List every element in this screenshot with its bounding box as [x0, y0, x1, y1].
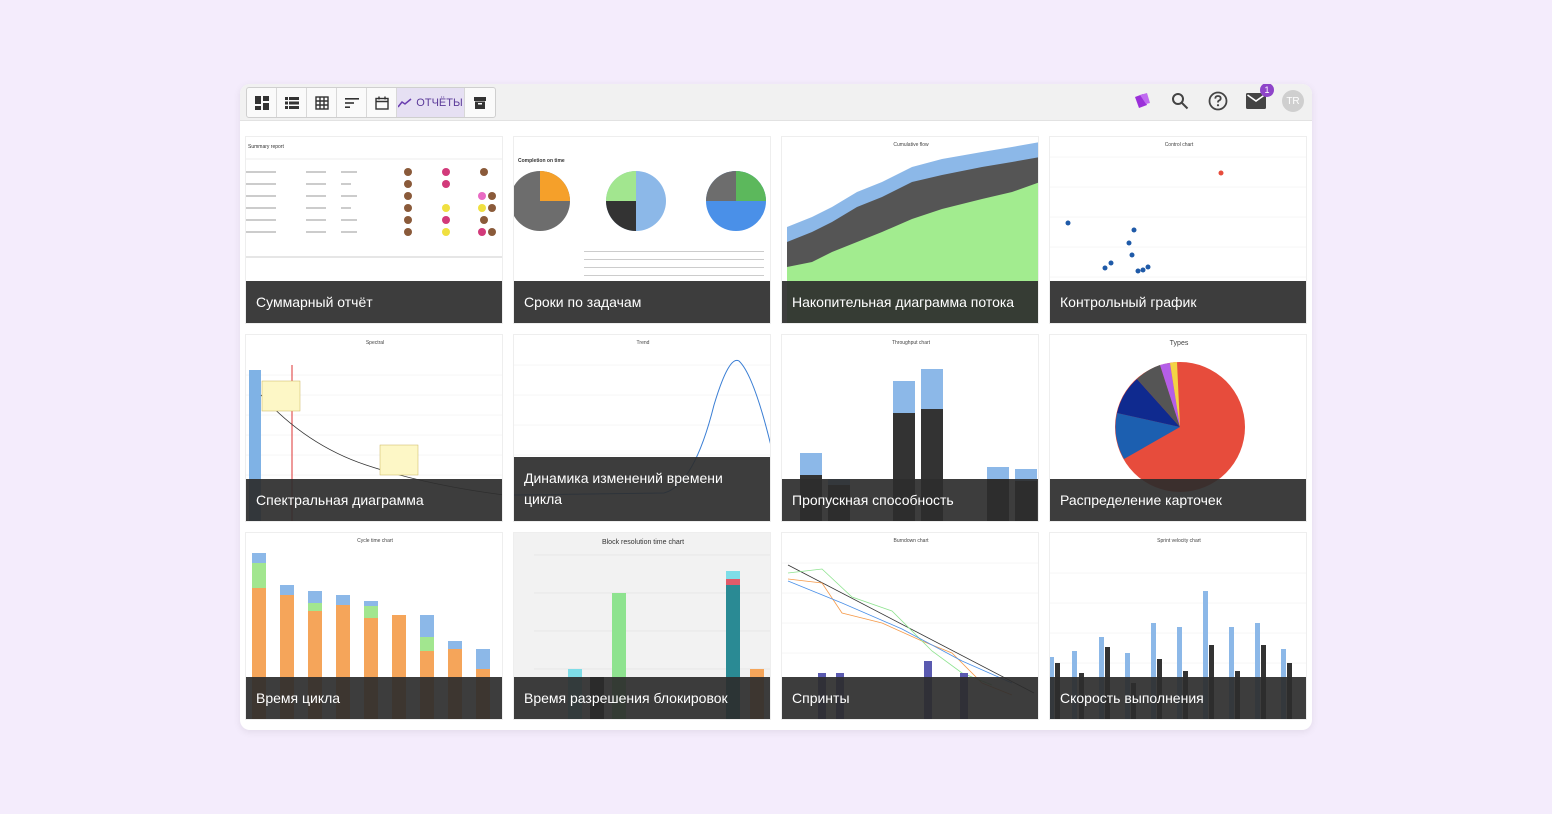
report-card-summary[interactable]: Summary report	[245, 136, 503, 324]
report-card-caption: Скорость выполнения	[1050, 677, 1306, 719]
table-view-button[interactable]	[307, 88, 337, 117]
avatar[interactable]: TR	[1282, 90, 1304, 112]
report-card-cycle-time[interactable]: Cycle time chart Время цикла	[245, 532, 503, 720]
notifications-badge: 1	[1260, 84, 1274, 97]
report-card-caption: Контрольный график	[1050, 281, 1306, 323]
report-card-caption: Спектральная диаграмма	[246, 479, 502, 521]
report-card-due-dates[interactable]: Completion on time	[513, 136, 771, 324]
search-icon	[1172, 93, 1189, 110]
sort-icon	[344, 97, 359, 108]
mail-icon	[1246, 93, 1266, 109]
thumb-title: Burndown chart	[893, 538, 929, 544]
thumb-title: Types	[1170, 340, 1189, 347]
report-card-spectral[interactable]: Spectral Спектральная диаграмма	[245, 334, 503, 522]
report-card-caption: Накопительная диаграмма потока	[782, 281, 1038, 323]
thumb-title: Trend	[637, 340, 650, 346]
reports-label: ОТЧЁТЫ	[416, 96, 463, 109]
report-card-cumulative-flow[interactable]: Cumulative flow Накопительная диаграмма …	[781, 136, 1039, 324]
report-card-sprints[interactable]: Burndown chart Спринты	[781, 532, 1039, 720]
dashboard-view-button[interactable]	[247, 88, 277, 117]
list-view-button[interactable]	[277, 88, 307, 117]
report-card-velocity[interactable]: Sprint velocity chart Скорость выполнени…	[1049, 532, 1307, 720]
calendar-icon	[374, 96, 389, 110]
help-icon	[1208, 91, 1228, 111]
view-toolbar: ОТЧЁТЫ	[246, 87, 496, 118]
report-card-control-chart[interactable]: Control chart Контрольный график	[1049, 136, 1307, 324]
search-button[interactable]	[1168, 89, 1192, 113]
due-dates-thumbnail: Completion on time	[514, 158, 766, 276]
pie-a	[514, 171, 570, 231]
calendar-view-button[interactable]	[367, 88, 397, 117]
list-icon	[284, 96, 299, 109]
chart-line-icon	[398, 97, 412, 107]
table-icon	[314, 95, 329, 110]
top-bar: ОТЧЁТЫ 1 TR	[240, 84, 1312, 121]
report-card-block-resolution[interactable]: Block resolution time chart Время разреш…	[513, 532, 771, 720]
dashboard-icon	[254, 95, 269, 110]
report-card-throughput[interactable]: Throughput chart Пропускная способность	[781, 334, 1039, 522]
thumb-title: Cycle time chart	[357, 538, 393, 544]
help-button[interactable]	[1206, 89, 1230, 113]
report-card-caption: Время разрешения блокировок	[514, 677, 770, 719]
report-card-caption: Сроки по задачам	[514, 281, 770, 323]
report-card-cycle-trend[interactable]: Trend Динамика изменений времени цикла	[513, 334, 771, 522]
header-actions: 1 TR	[1130, 84, 1304, 113]
thumb-title: Sprint velocity chart	[1157, 538, 1201, 544]
trend-thumbnail: Trend	[514, 340, 770, 496]
app-logo[interactable]	[1130, 89, 1154, 113]
sort-view-button[interactable]	[337, 88, 367, 117]
thumb-title: Completion on time	[518, 158, 565, 164]
card-logo-icon	[1135, 93, 1150, 108]
thumb-title: Throughput chart	[892, 340, 931, 346]
thumb-title: Spectral	[366, 340, 384, 346]
report-card-caption: Распределение карточек	[1050, 479, 1306, 521]
report-card-caption: Суммарный отчёт	[246, 281, 502, 323]
thumb-title: Cumulative flow	[893, 142, 929, 148]
report-card-caption: Пропускная способность	[782, 479, 1038, 521]
reports-tab[interactable]: ОТЧЁТЫ	[397, 88, 465, 117]
control-chart-thumbnail: Control chart	[1050, 142, 1306, 278]
archive-icon	[474, 96, 486, 109]
report-card-caption: Спринты	[782, 677, 1038, 719]
summary-thumbnail: Summary report	[246, 144, 502, 258]
pie-b	[606, 171, 666, 231]
thumb-title: Block resolution time chart	[602, 539, 684, 546]
thumb-title: Control chart	[1165, 142, 1194, 148]
types-thumbnail: Types	[1115, 340, 1245, 492]
thumb-title: Summary report	[248, 144, 284, 150]
pie-c	[706, 171, 766, 231]
archive-view-button[interactable]	[465, 88, 495, 117]
report-card-caption: Время цикла	[246, 677, 502, 719]
reports-window: ОТЧЁТЫ 1 TR Sum	[240, 84, 1312, 730]
report-card-caption: Динамика изменений времени цикла	[514, 457, 770, 521]
report-card-cards-distribution[interactable]: Types Распределение карточек	[1049, 334, 1307, 522]
notifications-button[interactable]: 1	[1244, 84, 1274, 113]
